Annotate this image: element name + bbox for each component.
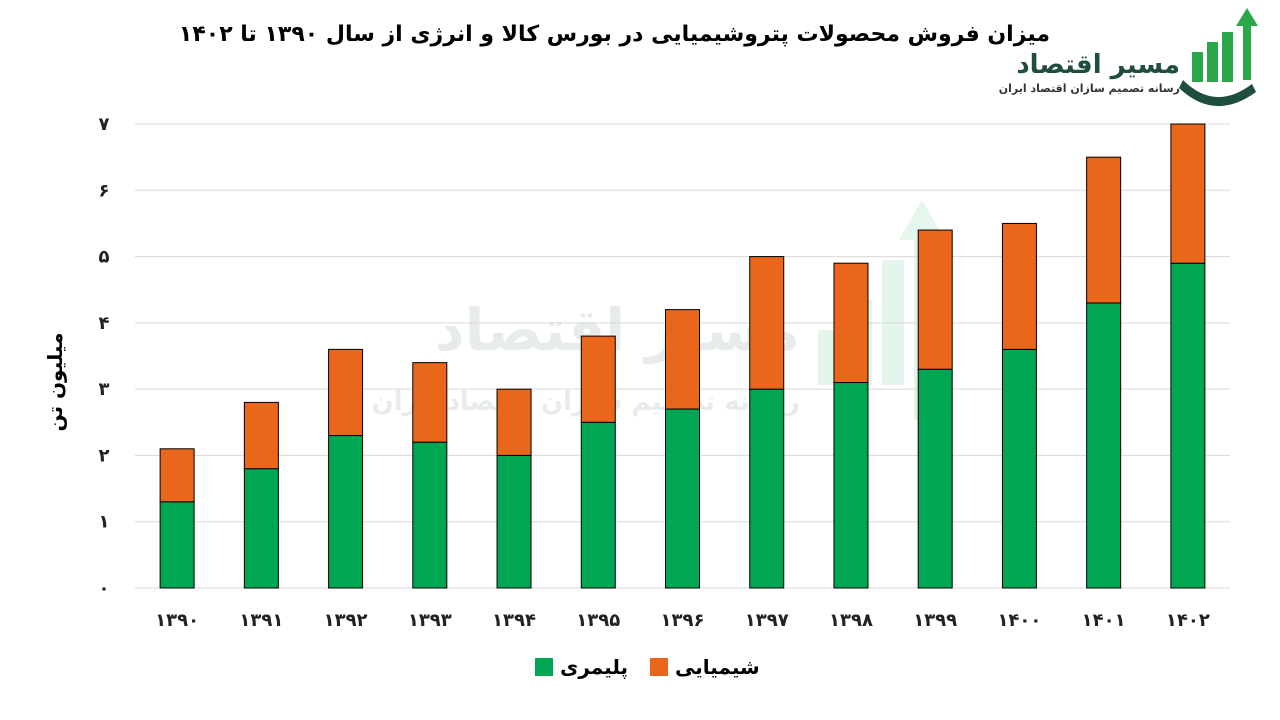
bar-segment-polymer (328, 435, 364, 589)
logo-bar-2 (1207, 42, 1218, 82)
bar-segment-chemical (917, 229, 953, 370)
svg-text:مسیر اقتصاد: مسیر اقتصاد (435, 296, 800, 365)
bar-segment-chemical (1001, 222, 1037, 350)
x-tick-label: ۱۴۰۰ (997, 610, 1041, 631)
y-tick-label: ۶ (99, 180, 110, 201)
bars (159, 123, 1206, 589)
y-tick-label: ۲ (99, 445, 110, 466)
bar-segment-chemical (243, 401, 279, 470)
x-tick-label: ۱۳۹۰ (155, 610, 199, 631)
bar-segment-polymer (1086, 302, 1122, 589)
y-tick-label: ۱ (99, 512, 110, 533)
y-tick-label: ۳ (99, 379, 110, 400)
x-tick-label: ۱۳۹۲ (324, 610, 368, 631)
y-tick-label: ۴ (99, 313, 110, 334)
y-axis-title: میلیون تن (43, 333, 67, 432)
bar-segment-polymer (496, 454, 532, 589)
bar-segment-polymer (1001, 348, 1037, 589)
bar-segment-chemical (580, 335, 616, 423)
bar-segment-polymer (749, 388, 785, 589)
x-tick-label: ۱۳۹۱ (239, 610, 283, 631)
x-tick-label: ۱۳۹۸ (829, 610, 873, 631)
logo-bar-1 (1192, 52, 1203, 82)
bar-segment-polymer (833, 382, 869, 589)
logo-name: مسیر اقتصاد (1016, 50, 1180, 80)
logo-bar-3 (1222, 32, 1233, 82)
bar-segment-polymer (412, 441, 448, 589)
legend-label-chemical: شیمیایی (675, 655, 760, 679)
bar-segment-chemical (665, 309, 700, 410)
x-tick-labels: ۱۳۹۰ ۱۳۹۱ ۱۳۹۲ ۱۳۹۳ ۱۳۹۴ ۱۳۹۵ ۱۳۹۶ ۱۳۹۷ ۱۳۹۸ ۱۳۹۹… (155, 610, 1210, 631)
x-tick-label: ۱۳۹۹ (913, 610, 957, 631)
legend-label-polymer: پلیمری (560, 655, 628, 680)
x-tick-label: ۱۴۰۲ (1166, 610, 1210, 631)
x-tick-label: ۱۳۹۵ (576, 610, 620, 631)
y-tick-label: ۵ (99, 247, 110, 268)
y-tick-labels: ۰ ۱ ۲ ۳ ۴ ۵ ۶ ۷ (99, 114, 110, 599)
bar-segment-chemical (1170, 123, 1206, 264)
x-tick-label: ۱۴۰۱ (1082, 610, 1126, 631)
x-tick-label: ۱۳۹۳ (408, 610, 452, 631)
bar-segment-chemical (328, 348, 364, 437)
x-tick-label: ۱۳۹۶ (661, 610, 705, 631)
bar-segment-polymer (1170, 262, 1206, 589)
y-tick-label: ۰ (99, 578, 110, 599)
bar-segment-polymer (665, 408, 700, 589)
logo: مسیر اقتصاد رسانه تصمیم سازان اقتصاد ایر… (999, 8, 1258, 107)
legend-swatch-polymer (535, 658, 553, 676)
bar-segment-polymer (243, 468, 279, 589)
legend: پلیمری شیمیایی (535, 655, 760, 680)
bar-segment-chemical (1086, 156, 1122, 304)
bar-segment-polymer (159, 501, 195, 589)
bar-segment-chemical (496, 388, 532, 456)
logo-gear-icon (1179, 80, 1256, 107)
bar-segment-chemical (833, 262, 869, 384)
bar-segment-chemical (159, 448, 195, 503)
logo-arrow-icon (1236, 8, 1258, 80)
chart-title: میزان فروش محصولات پتروشیمیایی در بورس ک… (178, 22, 1050, 47)
x-tick-label: ۱۳۹۴ (492, 610, 536, 631)
logo-tagline: رسانه تصمیم سازان اقتصاد ایران (999, 82, 1180, 95)
bar-segment-chemical (749, 256, 785, 390)
legend-swatch-chemical (650, 658, 668, 676)
bar-segment-polymer (580, 421, 616, 589)
x-tick-label: ۱۳۹۷ (745, 610, 789, 631)
bar-segment-chemical (412, 362, 448, 443)
y-tick-label: ۷ (99, 114, 110, 135)
bar-segment-polymer (917, 368, 953, 589)
